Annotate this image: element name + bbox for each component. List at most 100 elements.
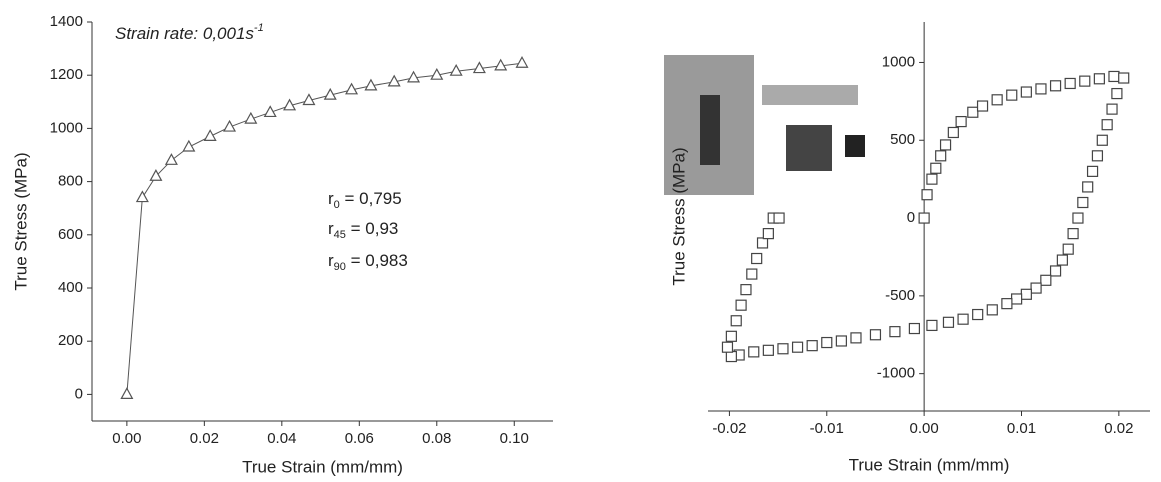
x-axis-title: True Strain (mm/mm) xyxy=(242,457,403,476)
data-point xyxy=(725,350,737,363)
y-tick-label: 0 xyxy=(75,385,83,402)
y-tick-label: 1400 xyxy=(50,13,83,30)
data-point xyxy=(149,169,163,181)
data-point xyxy=(889,326,901,338)
data-point xyxy=(1049,265,1062,277)
data-point xyxy=(1062,243,1074,255)
data-point xyxy=(926,319,938,332)
data-point xyxy=(263,105,277,118)
data-point xyxy=(449,63,463,76)
data-point xyxy=(135,190,149,203)
y-axis-title: True Stress (MPa) xyxy=(11,152,30,290)
data-point xyxy=(926,173,938,185)
data-point xyxy=(773,212,785,224)
x-tick-label: -0.02 xyxy=(712,420,746,437)
y-tick-label: 0 xyxy=(907,209,915,226)
x-tick-label: 0.04 xyxy=(267,430,296,447)
data-point xyxy=(430,67,444,80)
photo-specimen xyxy=(762,85,858,105)
data-point xyxy=(1056,254,1068,266)
data-point xyxy=(1101,119,1113,131)
data-point xyxy=(302,93,316,106)
data-point xyxy=(283,98,297,111)
data-point xyxy=(1082,181,1094,193)
data-point xyxy=(1106,103,1118,115)
annotation-base: r xyxy=(328,219,334,238)
y-tick-label: 800 xyxy=(58,173,83,190)
x-tick-label: 0.00 xyxy=(910,420,939,437)
photo-plate xyxy=(786,125,832,171)
data-point xyxy=(972,308,984,321)
y-tick-label: 200 xyxy=(58,332,83,349)
data-point xyxy=(1093,73,1105,85)
data-point xyxy=(472,61,486,74)
annotation-sub: 45 xyxy=(334,229,346,241)
data-point xyxy=(1040,274,1052,286)
data-point xyxy=(1020,86,1032,98)
annotation-base: r xyxy=(328,189,334,208)
photo-inset xyxy=(664,55,865,195)
x-tick-label: 0.02 xyxy=(190,430,219,447)
annotation-sub: 0 xyxy=(334,199,340,211)
data-point xyxy=(515,55,529,68)
data-point xyxy=(725,330,737,342)
y-tick-label: 400 xyxy=(58,279,83,296)
y-tick-label: 1000 xyxy=(50,119,83,136)
data-point xyxy=(1118,72,1130,84)
data-point xyxy=(1079,75,1091,87)
data-point xyxy=(942,316,955,328)
data-point xyxy=(407,70,421,83)
annotation: r45 = 0,93 xyxy=(328,219,398,240)
data-point xyxy=(1020,288,1032,300)
data-point xyxy=(1077,196,1089,209)
x-tick-label: 0.02 xyxy=(1104,420,1133,437)
data-point xyxy=(1049,80,1062,92)
data-point xyxy=(1011,293,1023,305)
x-axis-title: True Strain (mm/mm) xyxy=(849,455,1010,474)
data-point xyxy=(935,150,947,162)
annotation-text: = 0,983 xyxy=(346,251,408,270)
data-point xyxy=(835,335,847,347)
data-point xyxy=(751,252,763,265)
y-tick-label: 1200 xyxy=(50,66,83,83)
x-tick-label: 0.08 xyxy=(422,430,451,447)
data-point xyxy=(991,94,1003,106)
x-tick-label: 0.01 xyxy=(1007,420,1036,437)
data-point xyxy=(244,111,258,124)
data-point xyxy=(721,341,734,353)
annotation-text: = 0,93 xyxy=(346,219,398,238)
data-point xyxy=(1030,282,1042,294)
annotation-base: r xyxy=(328,251,334,270)
data-point xyxy=(869,329,882,341)
data-point xyxy=(748,346,760,358)
data-point xyxy=(777,343,789,355)
y-tick-label: 600 xyxy=(58,226,83,243)
data-point xyxy=(1111,87,1123,100)
x-tick-label: -0.01 xyxy=(810,420,844,437)
data-point xyxy=(918,212,930,224)
annotation: r0 = 0,795 xyxy=(328,189,402,210)
data-point xyxy=(939,139,952,151)
data-point xyxy=(908,322,920,335)
y-tick-label: 1000 xyxy=(882,53,915,70)
data-point xyxy=(120,387,134,399)
x-tick-label: 0.00 xyxy=(112,430,141,447)
y-tick-label: 500 xyxy=(890,131,915,148)
data-point xyxy=(957,313,969,325)
data-point xyxy=(1091,150,1104,162)
photo-grip xyxy=(700,95,720,165)
x-tick-label: 0.06 xyxy=(345,430,374,447)
data-point xyxy=(164,153,178,165)
annotation-text: Strain rate: 0,001s xyxy=(115,24,254,43)
data-point xyxy=(730,315,742,327)
data-point xyxy=(986,304,998,316)
data-point xyxy=(967,106,979,118)
data-point xyxy=(345,82,359,95)
data-point xyxy=(223,119,237,132)
annotation: Strain rate: 0,001s-1 xyxy=(115,22,264,44)
data-point xyxy=(921,189,933,201)
data-point xyxy=(1067,228,1079,240)
series-line xyxy=(126,62,523,395)
data-point xyxy=(806,340,818,352)
